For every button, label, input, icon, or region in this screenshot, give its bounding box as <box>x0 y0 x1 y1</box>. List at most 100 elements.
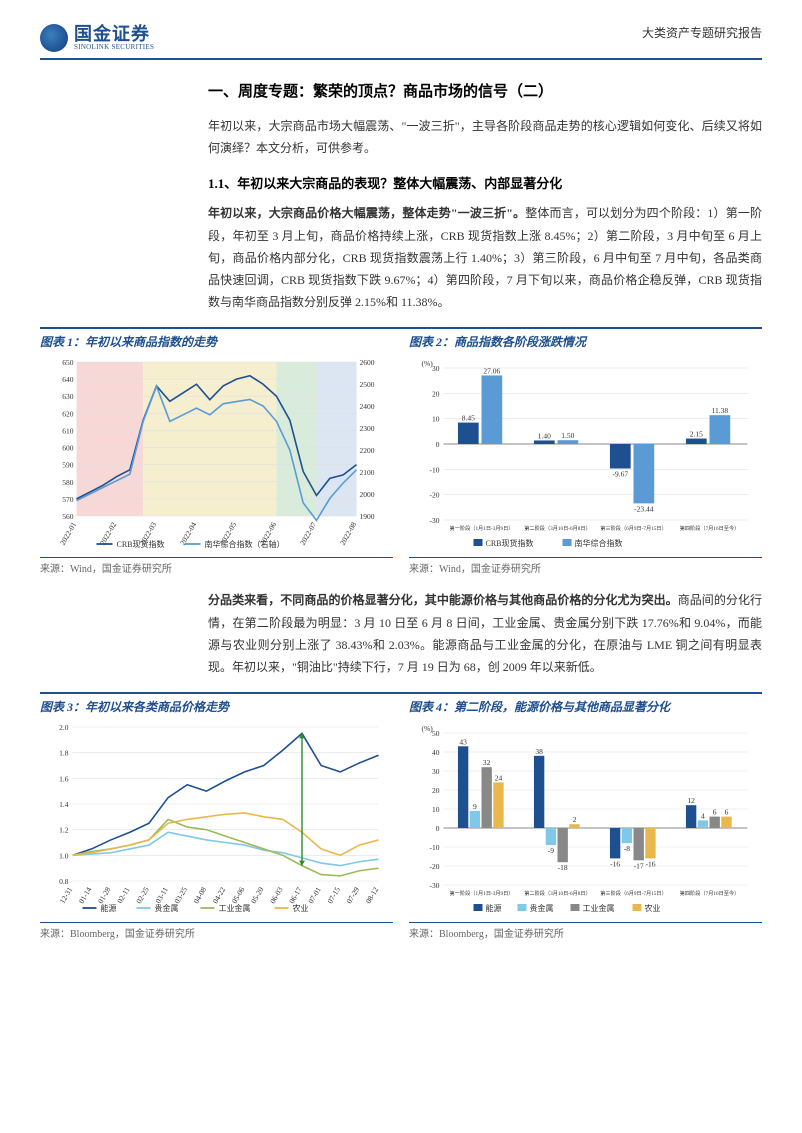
svg-text:07-15: 07-15 <box>325 885 342 905</box>
svg-text:10: 10 <box>432 415 440 424</box>
svg-text:07-29: 07-29 <box>345 885 362 905</box>
body-content: 一、周度专题：繁荣的顶点？商品市场的信号（二） 年初以来，大宗商品市场大幅震荡、… <box>40 80 762 313</box>
svg-text:1.4: 1.4 <box>59 800 69 809</box>
svg-text:2: 2 <box>573 815 577 824</box>
chart-4-canvas: (%)-30-20-10010203040504393224第一阶段（1月1日-… <box>409 719 762 919</box>
svg-text:12-31: 12-31 <box>58 885 75 905</box>
svg-text:640: 640 <box>62 375 74 384</box>
chart-1-canvas: 5605705805906006106206306406501900200021… <box>40 354 393 554</box>
body-content-2: 分品类来看，不同商品的价格显著分化，其中能源价格与其他商品价格的分化尤为突出。商… <box>40 589 762 678</box>
svg-text:570: 570 <box>62 495 74 504</box>
chart-1-title: 图表 1：年初以来商品指数的走势 <box>40 333 393 350</box>
svg-text:第四阶段（7月16日至今）: 第四阶段（7月16日至今） <box>680 889 740 897</box>
svg-text:2022-04: 2022-04 <box>178 521 198 547</box>
svg-text:01-28: 01-28 <box>96 885 113 905</box>
chart-1-source: 来源：Wind，国金证券研究所 <box>40 557 393 575</box>
svg-text:12: 12 <box>687 796 695 805</box>
svg-text:2000: 2000 <box>360 490 375 499</box>
chart-1: 图表 1：年初以来商品指数的走势 56057058059060061062063… <box>40 333 393 575</box>
svg-text:06-03: 06-03 <box>268 885 285 905</box>
svg-text:02-11: 02-11 <box>115 885 132 905</box>
svg-text:30: 30 <box>432 767 440 776</box>
svg-text:580: 580 <box>62 478 74 487</box>
svg-text:能源: 能源 <box>101 903 117 913</box>
svg-text:610: 610 <box>62 427 74 436</box>
paragraph-12: 分品类来看，不同商品的价格显著分化，其中能源价格与其他商品价格的分化尤为突出。商… <box>208 589 762 678</box>
chart-3-source: 来源：Bloomberg，国金证券研究所 <box>40 922 393 940</box>
svg-text:2022-01: 2022-01 <box>58 521 78 547</box>
svg-text:6: 6 <box>713 808 717 817</box>
svg-text:40: 40 <box>432 748 440 757</box>
svg-text:1.0: 1.0 <box>59 851 69 860</box>
svg-text:03-25: 03-25 <box>172 885 189 905</box>
chart-3-title: 图表 3：年初以来各类商品价格走势 <box>40 698 393 715</box>
svg-text:第三阶段（6月9日-7月15日）: 第三阶段（6月9日-7月15日） <box>600 524 667 532</box>
svg-text:2200: 2200 <box>360 446 375 455</box>
svg-text:-9: -9 <box>548 846 554 855</box>
svg-text:0: 0 <box>436 440 440 449</box>
svg-text:07-01: 07-01 <box>306 885 323 905</box>
svg-text:2022-07: 2022-07 <box>298 521 318 547</box>
svg-text:10: 10 <box>432 805 440 814</box>
svg-text:24: 24 <box>495 773 503 782</box>
paragraph-11-lead: 年初以来，大宗商品价格大幅震荡，整体走势"一波三折"。 <box>208 206 525 220</box>
page-header: 国金证券 SINOLINK SECURITIES 大类资产专题研究报告 <box>40 24 762 60</box>
svg-text:第三阶段（6月9日-7月15日）: 第三阶段（6月9日-7月15日） <box>600 889 667 897</box>
svg-text:20: 20 <box>432 786 440 795</box>
svg-text:27.06: 27.06 <box>483 367 500 376</box>
chart-2-canvas: (%)-30-20-1001020308.4527.06第一阶段（1月1日-3月… <box>409 354 762 554</box>
svg-text:05-20: 05-20 <box>249 885 266 905</box>
svg-text:贵金属: 贵金属 <box>155 903 179 913</box>
svg-text:650: 650 <box>62 358 74 367</box>
svg-text:工业金属: 工业金属 <box>583 903 615 913</box>
svg-text:43: 43 <box>459 737 467 746</box>
chart-2-source: 来源：Wind，国金证券研究所 <box>409 557 762 575</box>
svg-text:第二阶段（3月10日-6月8日）: 第二阶段（3月10日-6月8日） <box>524 524 591 532</box>
svg-text:2.0: 2.0 <box>59 723 69 732</box>
chart-row-1: 图表 1：年初以来商品指数的走势 56057058059060061062063… <box>40 327 762 575</box>
svg-text:0.8: 0.8 <box>59 877 69 886</box>
paragraph-11-body: 整体而言，可以划分为四个阶段：1）第一阶段，年初至 3 月上旬，商品价格持续上涨… <box>208 206 762 309</box>
svg-text:1.40: 1.40 <box>538 432 551 441</box>
svg-text:02-25: 02-25 <box>134 885 151 905</box>
svg-text:2022-02: 2022-02 <box>98 521 118 547</box>
svg-text:1900: 1900 <box>360 512 375 521</box>
svg-text:南华综合指数（右轴）: 南华综合指数（右轴） <box>205 539 285 549</box>
svg-text:2400: 2400 <box>360 402 375 411</box>
svg-text:-20: -20 <box>430 491 440 500</box>
svg-text:04-08: 04-08 <box>192 885 209 905</box>
svg-text:11.38: 11.38 <box>712 406 729 415</box>
svg-text:-20: -20 <box>430 862 440 871</box>
chart-2-title: 图表 2：商品指数各阶段涨跌情况 <box>409 333 762 350</box>
svg-text:-30: -30 <box>430 516 440 525</box>
svg-text:590: 590 <box>62 461 74 470</box>
svg-text:04-22: 04-22 <box>211 885 228 905</box>
svg-text:1.8: 1.8 <box>59 749 69 758</box>
svg-text:06-17: 06-17 <box>287 885 304 905</box>
svg-text:50: 50 <box>432 729 440 738</box>
chart-2: 图表 2：商品指数各阶段涨跌情况 (%)-30-20-1001020308.45… <box>409 333 762 575</box>
svg-text:贵金属: 贵金属 <box>530 903 554 913</box>
chart-4: 图表 4：第二阶段，能源价格与其他商品显著分化 (%)-30-20-100102… <box>409 698 762 940</box>
chart-4-title: 图表 4：第二阶段，能源价格与其他商品显著分化 <box>409 698 762 715</box>
svg-text:630: 630 <box>62 393 74 402</box>
svg-text:600: 600 <box>62 444 74 453</box>
chart-3: 图表 3：年初以来各类商品价格走势 0.81.01.21.41.61.82.01… <box>40 698 393 940</box>
svg-text:-10: -10 <box>430 843 440 852</box>
document-type: 大类资产专题研究报告 <box>642 24 762 41</box>
svg-text:CRB现货指数: CRB现货指数 <box>117 539 165 549</box>
svg-text:农业: 农业 <box>293 903 309 913</box>
svg-text:-16: -16 <box>610 859 620 868</box>
svg-text:2300: 2300 <box>360 424 375 433</box>
chart-row-2: 图表 3：年初以来各类商品价格走势 0.81.01.21.41.61.82.01… <box>40 692 762 940</box>
svg-text:第一阶段（1月1日-3月9日）: 第一阶段（1月1日-3月9日） <box>450 889 514 897</box>
svg-text:1.2: 1.2 <box>59 826 69 835</box>
svg-text:32: 32 <box>483 758 491 767</box>
svg-text:-17: -17 <box>634 861 644 870</box>
brand-name-cn: 国金证券 <box>74 25 154 43</box>
svg-text:0: 0 <box>436 824 440 833</box>
svg-text:30: 30 <box>432 364 440 373</box>
svg-text:南华综合指数: 南华综合指数 <box>575 538 623 548</box>
svg-text:-18: -18 <box>558 863 568 872</box>
chart-3-canvas: 0.81.01.21.41.61.82.012-3101-1401-2802-1… <box>40 719 393 919</box>
